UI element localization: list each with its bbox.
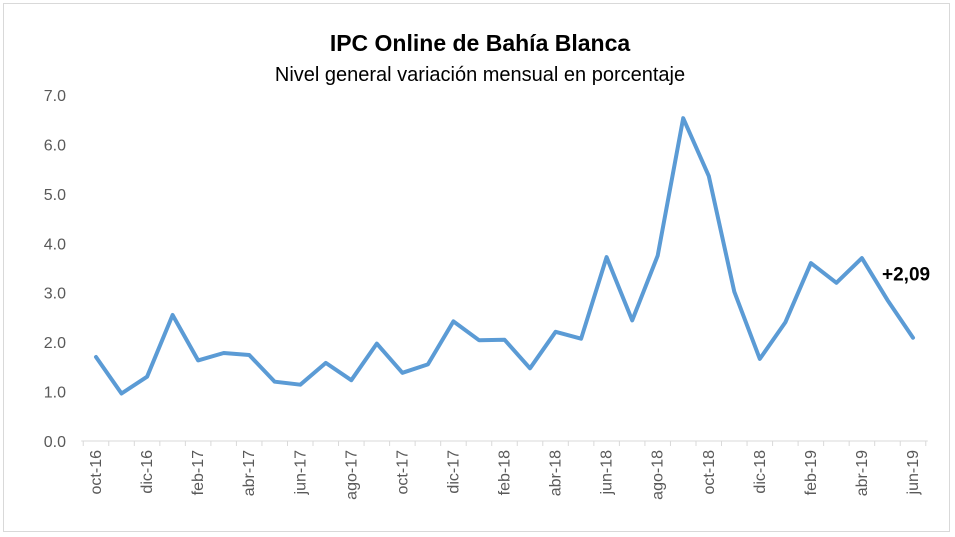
x-tick-label: feb-19 — [803, 450, 820, 495]
y-tick-label: 0.0 — [44, 434, 66, 451]
chart-title: IPC Online de Bahía Blanca — [330, 30, 631, 56]
axes: 0.0 1.0 2.0 3.0 4.0 5.0 6.0 7.0 oct-16 dic-16 feb-… — [44, 88, 928, 500]
y-tick-label: 3.0 — [44, 286, 66, 303]
x-tick-label: ago-18 — [650, 450, 667, 500]
y-tick-label: 2.0 — [44, 335, 66, 352]
x-tick-label: jun-18 — [599, 450, 616, 496]
series-group — [94, 116, 915, 396]
x-tick-label: oct-16 — [88, 450, 105, 495]
x-tick-label: feb-17 — [190, 450, 207, 495]
x-tick-label: feb-18 — [497, 450, 514, 495]
x-tick-label: oct-18 — [701, 450, 718, 495]
chart-subtitle: Nivel general variación mensual en porce… — [275, 64, 685, 86]
x-tick-label: abr-19 — [854, 450, 871, 496]
x-tick-label: oct-17 — [394, 450, 411, 495]
x-tick-label: abr-17 — [241, 450, 258, 496]
y-tick-label: 4.0 — [44, 236, 66, 253]
y-tick-label: 6.0 — [44, 137, 66, 154]
series-line — [94, 116, 915, 396]
chart-frame — [3, 3, 950, 532]
x-tick-label: abr-18 — [548, 450, 565, 496]
last-value-annotation: +2,09 — [882, 265, 930, 286]
x-tick-label: jun-17 — [292, 450, 309, 496]
x-tick-label: dic-16 — [139, 450, 156, 494]
x-tick-label: ago-17 — [343, 450, 360, 500]
x-tick-label: dic-17 — [445, 450, 462, 494]
x-tick-label: jun-19 — [905, 450, 922, 496]
x-tick-label: dic-18 — [752, 450, 769, 494]
y-tick-label: 5.0 — [44, 187, 66, 204]
y-tick-label: 7.0 — [44, 88, 66, 105]
y-tick-label: 1.0 — [44, 385, 66, 402]
